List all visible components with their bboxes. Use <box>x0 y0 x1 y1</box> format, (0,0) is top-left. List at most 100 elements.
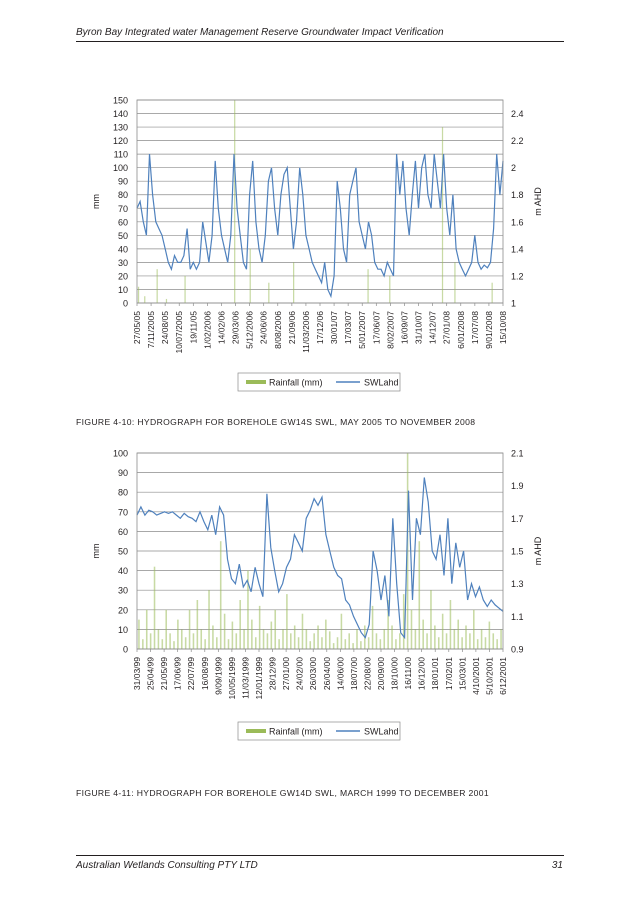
rainfall-bar <box>379 639 382 649</box>
y2-tick-label: 1.9 <box>511 481 524 491</box>
footer-company: Australian Wetlands Consulting PTY LTD <box>76 860 258 871</box>
hydrograph-gw14s-chart: 0 10 20 30 40 50 60 70 80 90 100 110 120 130 140 150 1 1.… <box>91 96 543 392</box>
y-axis-title: mm <box>91 194 101 209</box>
rainfall-bar <box>445 633 448 649</box>
rainfall-bar <box>165 298 168 303</box>
x-tick-label: 16/09/07 <box>399 311 409 344</box>
rainfall-bar <box>402 594 405 649</box>
rainfall-bar <box>208 590 210 649</box>
rainfall-bar <box>491 282 493 303</box>
footer-rule <box>76 855 564 856</box>
x-tick-label: 14/06/00 <box>335 657 345 690</box>
rainfall-bar <box>336 637 339 649</box>
page-number: 31 <box>551 860 563 871</box>
x-tick-label: 20/09/00 <box>376 657 386 690</box>
y-tick-label: 70 <box>118 507 128 517</box>
rainfall-bar <box>313 633 315 649</box>
x-tick-label: 14/02/06 <box>216 311 226 344</box>
y2-tick-label: 2.1 <box>511 449 524 459</box>
x-tick-label: 25/04/99 <box>146 657 156 690</box>
rainfall-bar <box>216 637 218 649</box>
rainfall-bar <box>235 633 238 649</box>
legend-rainfall-swatch <box>246 380 266 384</box>
rainfall-bar <box>441 127 444 303</box>
x-tick-label: 22/07/99 <box>186 657 196 690</box>
x-tick-label: 1/02/2006 <box>202 311 212 349</box>
x-tick-label: 16/12/00 <box>417 657 427 690</box>
y2-tick-label: 1.7 <box>511 514 524 524</box>
rainfall-bar <box>356 629 358 649</box>
legend-box <box>237 372 401 392</box>
rainfall-bar <box>367 637 370 649</box>
y2-tick-label: 1.8 <box>511 190 524 200</box>
rainfall-bar <box>399 633 401 649</box>
y-tick-label: 100 <box>113 163 128 173</box>
rainfall-bar <box>223 613 226 649</box>
x-tick-label: 27/01/00 <box>281 657 291 690</box>
x-tick-label: 27/05/05 <box>132 311 142 344</box>
legend-swl-label: SWLahd <box>364 727 399 737</box>
rainfall-bar <box>169 633 171 649</box>
rainfall-bar <box>352 643 354 649</box>
rainfall-bar <box>165 609 167 649</box>
y-tick-label: 70 <box>118 204 128 214</box>
rainfall-bar <box>422 619 424 649</box>
plot-frame <box>136 99 504 304</box>
rainfall-bar <box>484 637 487 649</box>
rainfall-bar <box>239 600 241 649</box>
y2-tick-label: 2.4 <box>511 109 524 119</box>
rainfall-bar <box>145 609 148 649</box>
rainfall-bar <box>161 639 164 649</box>
y-tick-label: 10 <box>118 285 128 295</box>
x-tick-label: 31/03/99 <box>132 657 142 690</box>
rainfall-bar <box>375 633 378 649</box>
plot-frame <box>136 452 504 650</box>
rainfall-bar <box>305 629 308 649</box>
y-tick-label: 0 <box>123 645 128 655</box>
x-tick-label: 8/08/2006 <box>273 311 283 349</box>
y-tick-label: 110 <box>114 150 128 160</box>
x-tick-label: 15/03/01 <box>457 657 467 690</box>
x-tick-label: 21/05/99 <box>159 657 169 690</box>
rainfall-bar <box>480 629 483 649</box>
x-tick-label: 10/07/2005 <box>174 311 184 354</box>
x-tick-label: 17/06/07 <box>371 311 381 344</box>
rainfall-bar <box>251 619 253 649</box>
legend-box <box>237 721 401 741</box>
rainfall-bar <box>282 629 284 649</box>
rainfall-bar <box>204 639 206 649</box>
y2-tick-label: 0.9 <box>511 645 524 655</box>
rainfall-bar <box>149 633 152 649</box>
rainfall-bar <box>192 633 195 649</box>
rainfall-bar <box>360 641 362 649</box>
rainfall-bar <box>156 269 158 303</box>
rainfall-bar <box>231 621 234 649</box>
swl-series-line <box>136 153 504 299</box>
rainfall-bar <box>414 629 417 649</box>
rainfall-bar <box>286 594 288 649</box>
x-tick-label: 24/02/00 <box>295 657 305 690</box>
rainfall-bar <box>309 641 312 649</box>
rainfall-bar <box>184 637 187 649</box>
x-tick-label: 8/02/2007 <box>385 311 395 349</box>
rainfall-bar <box>325 619 327 649</box>
figure-caption: FIGURE 4-10: HYDROGRAPH FOR BOREHOLE GW1… <box>76 417 476 427</box>
rainfall-bar <box>321 637 323 649</box>
y2-axis-title: m AHD <box>533 187 543 216</box>
y-tick-label: 140 <box>113 109 128 119</box>
rainfall-bar <box>249 248 251 303</box>
x-tick-label: 30/01/07 <box>329 311 339 344</box>
x-tick-label: 11/03/1999 <box>240 657 250 699</box>
y-tick-label: 120 <box>113 136 128 146</box>
rainfall-bar <box>278 639 280 649</box>
rainfall-bar <box>262 629 265 649</box>
rainfall-bar <box>328 631 331 649</box>
y2-tick-label: 1 <box>511 299 516 309</box>
rainfall-bar <box>500 629 502 649</box>
rainfall-bar <box>395 639 397 649</box>
hydrograph-gw14d-chart: 0 10 20 30 40 50 60 70 80 90 100 0.9 1.1 1.3 1.5 1.7 1.9… <box>91 449 543 741</box>
rainfall-bar <box>461 637 463 649</box>
rainfall-bar <box>196 600 199 649</box>
rainfall-bar <box>137 286 140 303</box>
rainfall-bar <box>293 625 296 649</box>
